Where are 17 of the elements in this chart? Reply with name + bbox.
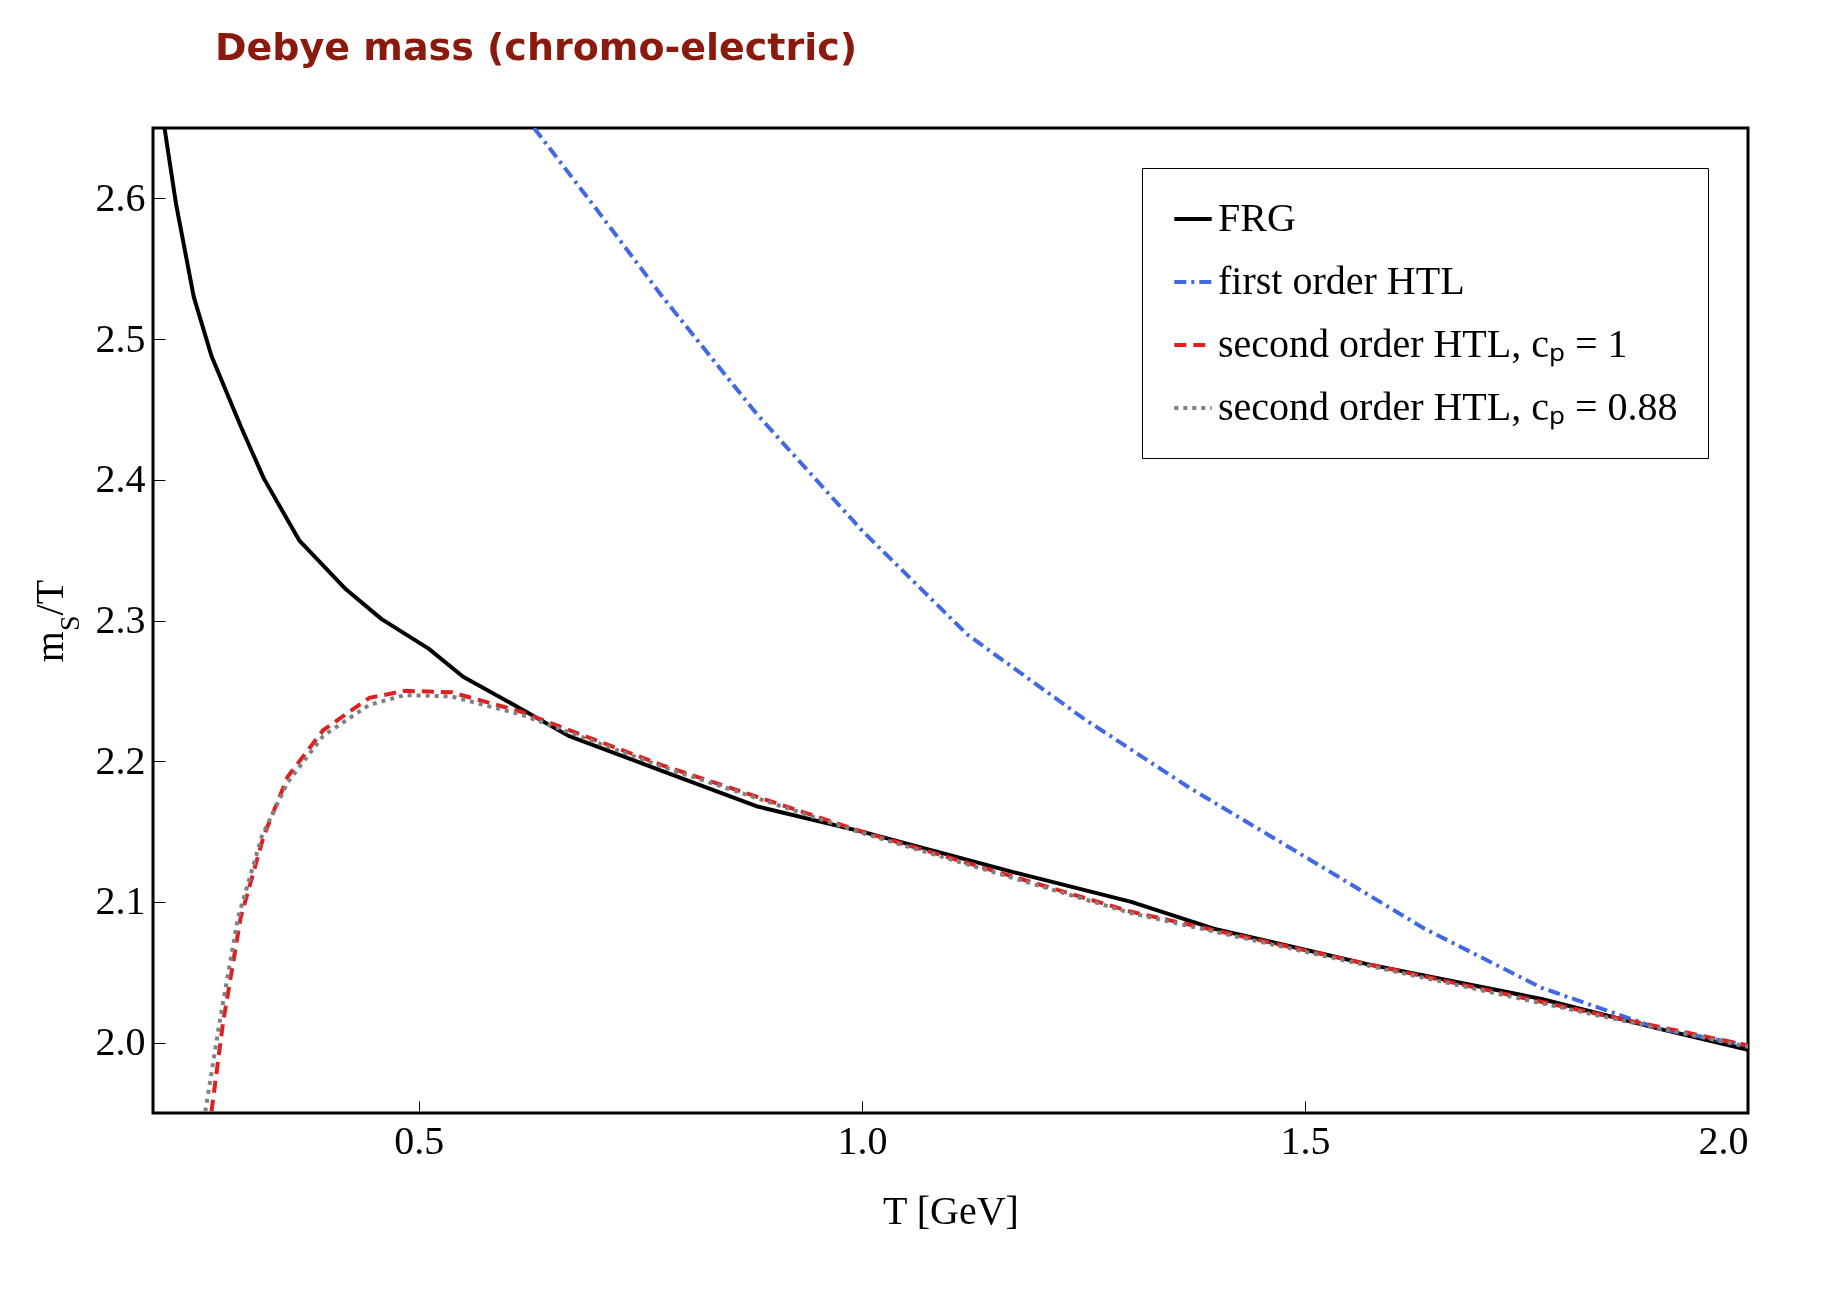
y-tick-label: 2.2 [95, 737, 146, 783]
y-tick-label: 2.6 [95, 174, 146, 220]
legend-label: second order HTL, cₚ = 0.88 [1218, 384, 1678, 430]
legend-label: FRG [1218, 195, 1296, 240]
y-tick-label: 2.1 [95, 878, 146, 924]
y-tick-label: 2.4 [95, 456, 146, 502]
x-axis-title: T [GeV] [883, 1187, 1019, 1233]
x-tick-label: 1.5 [1280, 1117, 1331, 1163]
x-tick-label: 2.0 [1698, 1117, 1749, 1163]
x-tick-label: 1.0 [837, 1117, 888, 1163]
legend-label: second order HTL, cₚ = 1 [1218, 321, 1628, 367]
x-tick-label: 0.5 [394, 1117, 445, 1163]
y-tick-label: 2.3 [95, 597, 146, 642]
y-tick-label: 2.0 [95, 1019, 146, 1065]
y-tick-label: 2.5 [95, 315, 146, 361]
chart-title: Debye mass (chromo-electric) [215, 25, 858, 69]
legend-label: first order HTL [1218, 258, 1465, 303]
